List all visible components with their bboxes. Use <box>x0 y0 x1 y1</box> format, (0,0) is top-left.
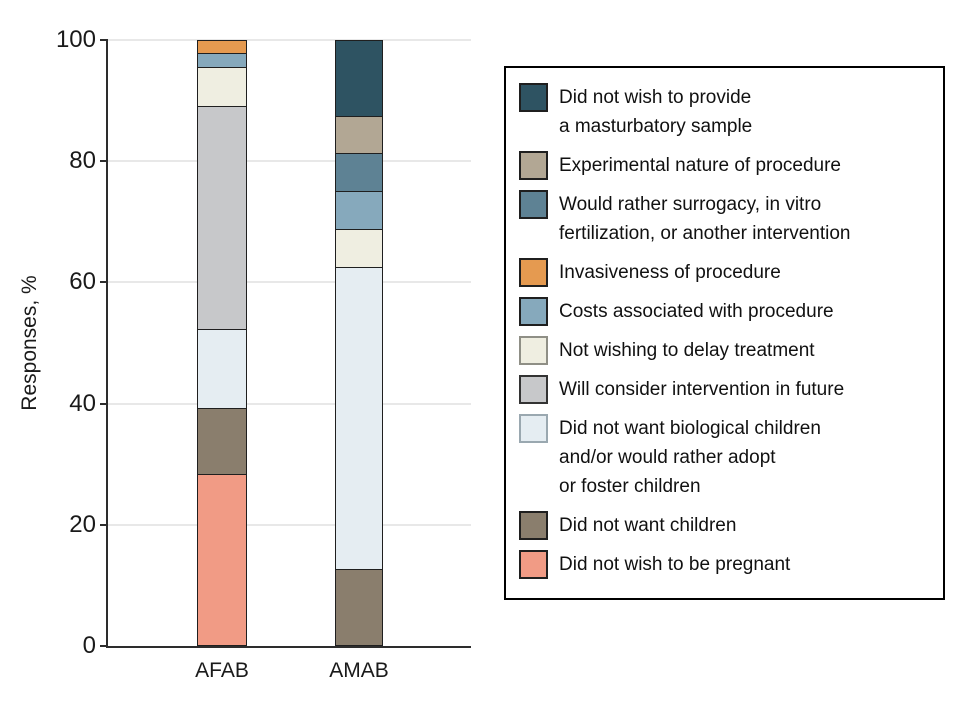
legend-swatch <box>519 151 548 180</box>
legend-item: Will consider intervention in future <box>519 375 933 404</box>
bar-segment <box>198 41 246 55</box>
bar-segment <box>336 229 382 268</box>
legend-swatch <box>519 258 548 287</box>
legend: Did not wish to provide a masturbatory s… <box>504 66 945 600</box>
bar-segment <box>198 408 246 475</box>
legend-label: Not wishing to delay treatment <box>559 340 815 361</box>
bar-segment <box>336 154 382 192</box>
bar-segment <box>336 41 382 117</box>
legend-swatch <box>519 336 548 365</box>
legend-item: Costs associated with procedure <box>519 297 933 326</box>
y-tick-label-100: 100 <box>55 26 96 53</box>
gridline-40 <box>108 402 471 405</box>
gridline-20 <box>108 523 471 526</box>
x-axis-label-amab: AMAB <box>329 659 389 682</box>
y-tick-label-80: 80 <box>69 147 96 175</box>
bar-segment <box>198 54 246 68</box>
y-tick-100 <box>100 39 108 41</box>
legend-label: Experimental nature of procedure <box>559 155 841 176</box>
y-tick-80 <box>100 160 108 163</box>
legend-item: Did not wish to provide a masturbatory s… <box>519 83 933 141</box>
legend-label: Did not want children <box>559 515 737 536</box>
legend-item: Would rather surrogacy, in vitro fertili… <box>519 190 933 248</box>
legend-label: Costs associated with procedure <box>559 301 834 322</box>
legend-label: Did not wish to provide a masturbatory s… <box>559 87 753 137</box>
y-tick-60 <box>100 281 108 284</box>
y-tick-label-20: 20 <box>69 510 96 538</box>
legend-label: Would rather surrogacy, in vitro fertili… <box>559 194 851 244</box>
legend-swatch <box>519 550 548 579</box>
bar-afab <box>197 40 247 646</box>
legend-swatch <box>519 375 548 404</box>
bar-amab <box>335 40 383 646</box>
legend-item: Invasiveness of procedure <box>519 258 933 287</box>
legend-swatch <box>519 414 548 443</box>
legend-swatch <box>519 297 548 326</box>
legend-label: Did not want biological children and/or … <box>559 418 821 497</box>
y-tick-40 <box>100 402 108 405</box>
legend-item: Did not want biological children and/or … <box>519 414 933 501</box>
legend-item: Did not want children <box>519 511 933 540</box>
bar-segment <box>336 267 382 570</box>
legend-swatch <box>519 190 548 219</box>
bar-segment <box>336 569 382 645</box>
legend-label: Invasiveness of procedure <box>559 262 781 283</box>
gridline-80 <box>108 160 471 163</box>
y-tick-label-60: 60 <box>69 268 96 296</box>
legend-swatch <box>519 511 548 540</box>
gridline-60 <box>108 281 471 284</box>
legend-item: Experimental nature of procedure <box>519 151 933 180</box>
bar-segment <box>198 67 246 107</box>
y-tick-label-0: 0 <box>82 632 96 659</box>
legend-item: Did not wish to be pregnant <box>519 550 933 579</box>
y-axis-line <box>106 40 108 648</box>
bar-segment <box>336 192 382 230</box>
bar-segment <box>198 106 246 331</box>
x-axis-line <box>106 646 471 648</box>
y-tick-label-40: 40 <box>69 389 96 417</box>
legend-rows: Did not wish to provide a masturbatory s… <box>519 83 933 579</box>
legend-label: Did not wish to be pregnant <box>559 554 791 575</box>
legend-swatch <box>519 83 548 112</box>
bar-segment <box>198 474 246 645</box>
bar-segment <box>198 330 246 409</box>
x-axis-label-afab: AFAB <box>195 659 249 682</box>
gridline-100 <box>108 39 471 41</box>
bar-segment <box>336 116 382 155</box>
y-tick-20 <box>100 523 108 526</box>
y-tick-0 <box>100 645 108 647</box>
legend-label: Will consider intervention in future <box>559 379 845 400</box>
legend-item: Not wishing to delay treatment <box>519 336 933 365</box>
